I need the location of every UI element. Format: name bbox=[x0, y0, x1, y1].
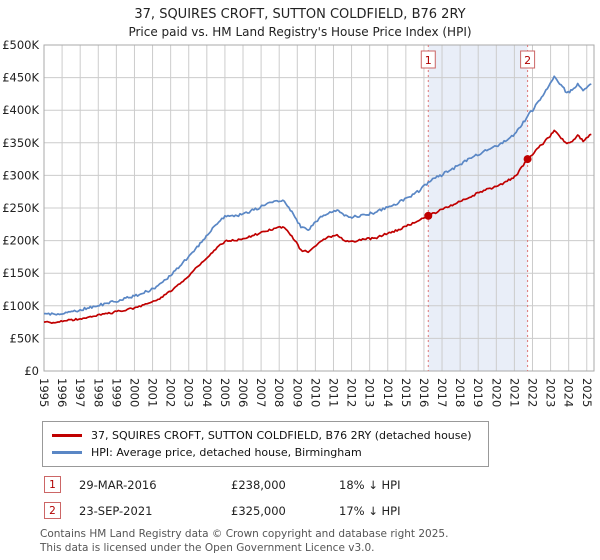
y-axis-label: £300K bbox=[2, 168, 39, 182]
x-axis-label: 2006 bbox=[236, 378, 250, 407]
transaction-hpi-delta-1: 18% ↓ HPI bbox=[339, 477, 401, 492]
plot-frame bbox=[43, 44, 595, 372]
sale-marker-box-2 bbox=[520, 50, 536, 69]
transaction-hpi-delta-2: 17% ↓ HPI bbox=[339, 503, 401, 518]
x-axis-label: 1997 bbox=[73, 378, 87, 407]
x-axis-label: 2019 bbox=[471, 378, 485, 407]
y-axis-label: £450K bbox=[2, 71, 39, 85]
transaction-date-1: 29-MAR-2016 bbox=[79, 477, 157, 492]
transactions-list: 1 29-MAR-2016 £238,000 18% ↓ HPI 2 23-SE… bbox=[0, 476, 600, 519]
transaction-price-1: £238,000 bbox=[231, 477, 286, 492]
page-title: 37, SQUIRES CROFT, SUTTON COLDFIELD, B76… bbox=[134, 7, 466, 22]
x-axis-label: 2005 bbox=[218, 378, 232, 407]
transaction-price-2: £325,000 bbox=[231, 503, 286, 518]
x-axis-label: 2000 bbox=[127, 378, 141, 407]
x-axis-label: 2009 bbox=[290, 378, 304, 407]
x-axis-label: 2013 bbox=[363, 378, 377, 407]
x-axis-label: 2003 bbox=[182, 378, 196, 407]
transaction-marker-1: 1 bbox=[44, 476, 61, 493]
y-axis-label: £0 bbox=[24, 364, 39, 378]
y-axis-label: £400K bbox=[2, 103, 39, 117]
property-line-swatch bbox=[52, 434, 82, 437]
x-axis-label: 2011 bbox=[326, 378, 340, 407]
hpi-price-line bbox=[44, 75, 592, 316]
page-subtitle: Price paid vs. HM Land Registry's House … bbox=[128, 25, 472, 39]
x-axis-label: 2021 bbox=[507, 378, 521, 407]
hpi-line-swatch bbox=[52, 451, 82, 454]
footer-line-1: Contains HM Land Registry data © Crown c… bbox=[40, 528, 449, 540]
legend-box: 37, SQUIRES CROFT, SUTTON COLDFIELD, B76… bbox=[42, 421, 489, 467]
transaction-row-2: 2 23-SEP-2021 £325,000 17% ↓ HPI bbox=[44, 502, 600, 519]
x-axis-label: 2014 bbox=[381, 378, 395, 407]
x-axis-label: 2020 bbox=[489, 378, 503, 407]
x-axis-label: 2017 bbox=[435, 378, 449, 407]
legend-label-hpi: HPI: Average price, detached house, Birm… bbox=[91, 446, 362, 459]
x-axis-label: 2018 bbox=[453, 378, 467, 407]
legend-label-property: 37, SQUIRES CROFT, SUTTON COLDFIELD, B76… bbox=[91, 429, 472, 442]
sale-marker-box-1 bbox=[420, 50, 436, 69]
sale-marker-number-1: 1 bbox=[425, 54, 432, 67]
x-axis-label: 1999 bbox=[109, 378, 123, 407]
transaction-marker-2: 2 bbox=[44, 502, 61, 519]
transaction-row-1: 1 29-MAR-2016 £238,000 18% ↓ HPI bbox=[44, 476, 600, 493]
x-axis-label: 1996 bbox=[55, 378, 69, 407]
y-axis-label: £350K bbox=[2, 136, 39, 150]
copyright-footer: Contains HM Land Registry data © Crown c… bbox=[40, 528, 600, 555]
x-axis-label: 2001 bbox=[146, 378, 160, 407]
x-axis-label: 2022 bbox=[525, 378, 539, 407]
x-axis-label: 2007 bbox=[254, 378, 268, 407]
legend-item-property: 37, SQUIRES CROFT, SUTTON COLDFIELD, B76… bbox=[52, 427, 472, 444]
x-axis-label: 2024 bbox=[562, 378, 576, 407]
sale-point-2 bbox=[523, 155, 532, 164]
y-axis-label: £200K bbox=[2, 234, 39, 248]
legend-item-hpi: HPI: Average price, detached house, Birm… bbox=[52, 444, 472, 461]
x-axis-label: 2015 bbox=[399, 378, 413, 407]
x-axis-label: 2012 bbox=[345, 378, 359, 407]
y-axis-label: £500K bbox=[2, 39, 39, 52]
x-axis-label: 2023 bbox=[544, 378, 558, 407]
x-axis-label: 2025 bbox=[580, 378, 594, 407]
x-axis-label: 2002 bbox=[164, 378, 178, 407]
price-history-chart: £0 £50K £100K £150K £200K £250K £300K £350K £400… bbox=[2, 38, 595, 407]
x-axis-label: 1998 bbox=[91, 378, 105, 407]
footer-line-2: This data is licensed under the Open Gov… bbox=[40, 541, 375, 554]
y-axis-label: £100K bbox=[2, 299, 39, 313]
y-axis-label: £250K bbox=[2, 201, 39, 215]
x-axis-label: 1995 bbox=[37, 378, 51, 407]
y-axis-label: £150K bbox=[2, 266, 39, 280]
x-axis-label: 2004 bbox=[200, 378, 214, 407]
x-axis-label: 2016 bbox=[417, 378, 431, 407]
x-axis-label: 2010 bbox=[308, 378, 322, 407]
property-price-line bbox=[43, 129, 592, 325]
sale-point-1 bbox=[424, 211, 433, 220]
x-axis-label: 2008 bbox=[272, 378, 286, 407]
y-axis-label: £50K bbox=[10, 331, 40, 345]
sale-marker-number-2: 2 bbox=[524, 54, 531, 67]
transaction-date-2: 23-SEP-2021 bbox=[79, 503, 153, 518]
